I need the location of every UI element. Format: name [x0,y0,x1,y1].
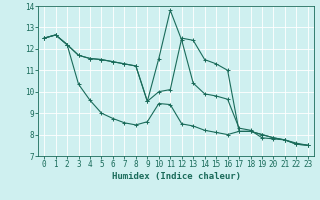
X-axis label: Humidex (Indice chaleur): Humidex (Indice chaleur) [111,172,241,181]
